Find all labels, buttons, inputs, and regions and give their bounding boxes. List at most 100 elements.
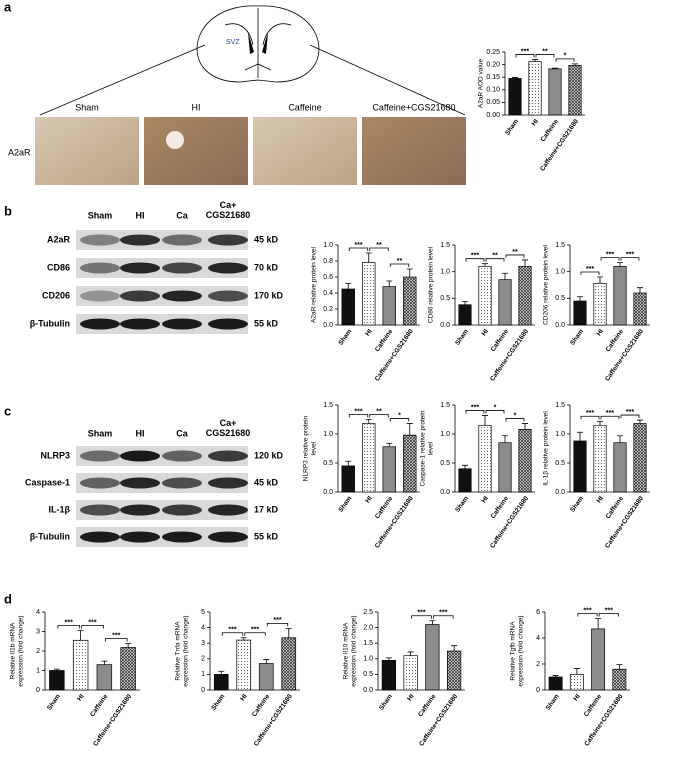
bar [528, 61, 542, 116]
blot-band [80, 450, 120, 462]
blot-band [208, 504, 248, 516]
sig-label: ** [542, 48, 548, 55]
lane-label: Sham [88, 210, 113, 220]
blot-band [80, 262, 120, 274]
x-tick-label: Sham [46, 693, 62, 712]
bar [403, 276, 417, 326]
bar [593, 424, 607, 493]
bar [498, 279, 512, 326]
y-tick-label: 0.8 [323, 258, 333, 265]
x-tick-label: Caffeine [374, 495, 395, 520]
bar [633, 292, 647, 326]
blot-band [120, 504, 160, 516]
error-bar [407, 651, 414, 656]
sig-bracket [411, 615, 432, 619]
error-bar [125, 643, 132, 648]
bar [613, 442, 627, 493]
y-axis-label: expression (fold change) [518, 615, 525, 686]
bar [258, 663, 274, 691]
y-tick-label: 0.5 [440, 295, 450, 302]
size-label: 17 kD [254, 504, 279, 514]
bar [403, 655, 418, 691]
bar [382, 286, 396, 326]
x-tick-label: Caffeine [540, 118, 561, 143]
y-tick-label: 1.0 [323, 242, 333, 249]
bar [382, 446, 396, 493]
x-tick-label: HI [364, 328, 374, 337]
blot-band [162, 290, 202, 302]
blot-band [208, 290, 248, 302]
y-axis-label: CD86 relative protein level [428, 246, 435, 323]
lane-label: Ca [176, 210, 188, 220]
bar [341, 465, 355, 493]
x-tick-label: Caffeine [417, 693, 438, 718]
x-tick-label: HI [364, 495, 374, 504]
y-tick-label: 0.5 [555, 295, 565, 302]
bar [425, 624, 440, 691]
region-label: SVZ [226, 39, 240, 46]
bar [362, 262, 376, 326]
x-tick-label: Caffeine+CGS21680 [374, 495, 415, 550]
y-tick-label: 1.0 [440, 431, 450, 438]
x-tick-label: HI [76, 693, 86, 702]
size-label: 120 kD [254, 450, 284, 460]
x-tick-label: Caffeine [583, 693, 604, 718]
y-tick-label: 3 [201, 640, 205, 647]
blot-band [162, 477, 202, 489]
y-axis-label: level [311, 441, 318, 455]
size-label: 45 kD [254, 477, 279, 487]
sig-label: *** [471, 404, 479, 411]
error-bar [617, 435, 623, 443]
error-bar [218, 670, 225, 675]
y-tick-label: 0.0 [323, 489, 333, 496]
bar [362, 423, 376, 493]
y-tick-label: 1.5 [555, 242, 565, 249]
x-tick-label: Caffeine [490, 328, 511, 353]
error-bar [522, 259, 528, 267]
error-bar [285, 627, 292, 638]
error-bar [101, 660, 108, 665]
y-axis-label: Relative Il1b mRNA [10, 622, 17, 679]
lane-label: HI [136, 428, 145, 438]
y-tick-label: 1.0 [323, 431, 333, 438]
y-tick-label: 1.0 [555, 269, 565, 276]
sig-bracket [221, 632, 244, 636]
error-bar [573, 668, 580, 675]
sig-label: *** [251, 627, 259, 634]
y-tick-label: 0.0 [363, 687, 373, 694]
y-tick-label: 0.10 [486, 87, 500, 94]
x-tick-label: HI [596, 495, 606, 504]
sig-bracket [104, 638, 128, 642]
error-bar [597, 276, 603, 284]
sig-bracket [505, 254, 525, 258]
error-bar [502, 435, 508, 443]
y-tick-label: 1 [201, 671, 205, 678]
blot-band [162, 262, 202, 274]
size-label: 170 kD [254, 290, 284, 300]
blot-band [208, 262, 248, 274]
y-tick-label: 1.5 [440, 242, 450, 249]
blot-band [162, 318, 202, 330]
bar [593, 283, 607, 326]
y-tick-label: 2 [201, 656, 205, 663]
x-tick-label: HI [481, 328, 491, 337]
sig-label: *** [354, 242, 362, 249]
x-tick-label: Caffeine+CGS21680 [604, 495, 645, 550]
lane-label-line: CGS21680 [206, 428, 251, 438]
y-tick-label: 0.4 [323, 290, 333, 297]
error-bar [240, 637, 247, 641]
lane-label: Sham [88, 428, 113, 438]
panel-label: d [4, 591, 12, 606]
blot-band [120, 531, 160, 543]
y-tick-label: 0 [36, 687, 40, 694]
bar [573, 300, 587, 326]
x-tick-label: HI [531, 118, 541, 127]
error-bar [577, 431, 583, 441]
error-bar [462, 301, 468, 305]
bar [49, 670, 65, 691]
sig-label: ** [512, 249, 518, 256]
y-tick-label: 0 [201, 687, 205, 694]
error-bar [617, 262, 623, 267]
error-bar [365, 252, 372, 263]
y-axis-label: level [428, 441, 435, 455]
